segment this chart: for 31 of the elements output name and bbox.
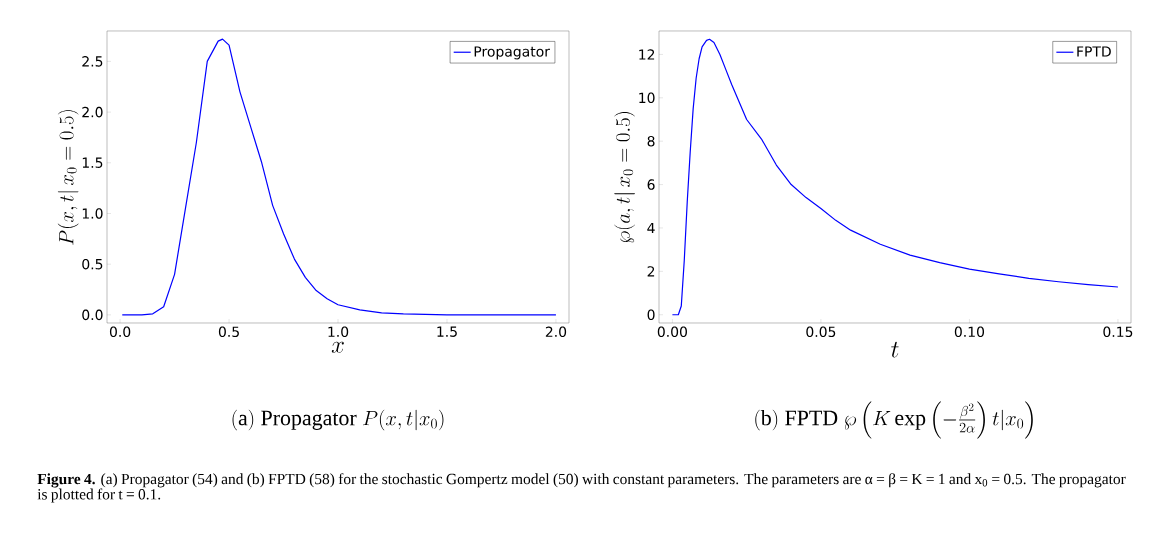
y-tick-label: 12 — [639, 49, 655, 60]
y-tick-label: 10 — [639, 92, 655, 104]
x-tick-label: 1.5 — [437, 326, 457, 337]
legend-label: FPTD — [1077, 46, 1111, 57]
x-tick-label: 0.15 — [1103, 326, 1133, 338]
y-tick-label: 0 — [647, 309, 655, 321]
y-tick-label: 0.0 — [82, 309, 103, 321]
y-tick-label: 1.5 — [82, 157, 103, 168]
y-tick-label: 1.0 — [82, 208, 103, 219]
x-axis-title: $x$ — [331, 341, 344, 353]
text: $\mathrm{(a)\ Propagator}\ P(x,t|x_0)$ — [232, 409, 444, 431]
x-tick-label: 0.05 — [806, 326, 836, 338]
x-tick-label: 2.0 — [545, 326, 567, 338]
x-tick-label: 0.5 — [218, 326, 239, 338]
y-axis-title: $\wp(a,t|\,x_0=0.5)$ — [614, 112, 635, 243]
text: $\mathrm{(b)\ FPTD}\ \wp\left(K\exp\left(-\frac{\beta^2}{2\alpha}\right)t|x_0\right)$ — [755, 401, 1033, 439]
y-axis-title: $P(x,t|\,x_0=0.5)$ — [57, 110, 79, 245]
y-tick-label: 2 — [647, 266, 655, 277]
y-tick-label: 2.5 — [82, 56, 103, 67]
y-tick-label: 6 — [647, 179, 655, 190]
legend-label: Propagator — [474, 46, 550, 60]
y-tick-label: 4 — [647, 222, 655, 234]
y-tick-label: 8 — [647, 135, 655, 147]
x-tick-label: 0.00 — [657, 326, 687, 338]
text: Figure 4. (a) Propagator (54) and (b) FPTD (58) for the stochastic Gompertz model (50) with constant parameters. The parameters are α = β = K = 1 and x$_{0}$ = 0.5. The propagator is plotted for t = 0.1. — [37, 473, 1126, 503]
x-tick-label: 0.0 — [109, 326, 131, 338]
y-tick-label: 2.0 — [82, 106, 103, 118]
x-axis-title: $t$ — [891, 341, 899, 358]
x-tick-label: 1.0 — [328, 326, 349, 338]
x-tick-label: 0.10 — [954, 326, 985, 338]
y-tick-label: 0.5 — [82, 258, 103, 270]
